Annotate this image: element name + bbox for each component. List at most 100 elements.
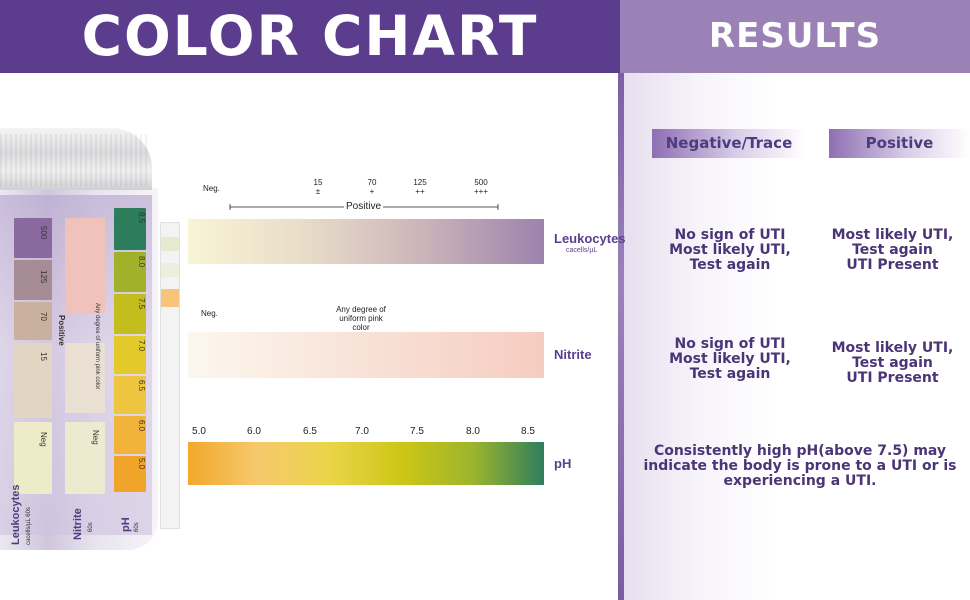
bottle-positive-label: Positive (57, 315, 66, 346)
negative-trace-header-label: Negative/Trace (665, 134, 793, 152)
ph-tick-6-5: 6.5 (303, 426, 317, 437)
bottle-ph-value-50: 5.0 (137, 458, 146, 470)
bottle-leuk-value-500: 500 (39, 226, 48, 240)
bottle-ph-swatch-50 (114, 456, 146, 492)
result-line: Test again (689, 366, 771, 382)
color-chart-header: COLOR CHART (0, 0, 620, 73)
results-title: RESULTS (708, 16, 882, 56)
bottle-leuk-value-neg: Neg (39, 432, 48, 447)
test-strip (160, 222, 180, 529)
ph-result-note: Consistently high pH(above 7.5) may indi… (640, 444, 960, 489)
ph-tick-8-5: 8.5 (521, 426, 535, 437)
bottle-ph-swatch-80 (114, 252, 146, 292)
result-line: UTI Present (846, 370, 939, 386)
ph-label: pH (554, 456, 572, 471)
leukocytes-label: Leukocytes (554, 231, 626, 246)
bottle-leuk-swatch-500 (14, 218, 52, 258)
negative-trace-header: Negative/Trace (652, 129, 806, 158)
bottle-ph-value-85: 8.5 (137, 212, 146, 224)
positive-header: Positive (829, 129, 970, 158)
bottle-leuk-value-70: 70 (39, 312, 48, 321)
bottle-cap (0, 128, 152, 190)
strip-pad-3 (161, 289, 179, 307)
bottle-ph-value-70: 7.0 (137, 340, 146, 352)
result-line: Test again (852, 355, 933, 371)
leuk-tick-500: 500 +++ (466, 178, 496, 196)
leuk-tick-70-sign: + (369, 187, 375, 196)
leuk-tick-500-value: 500 (474, 178, 488, 187)
result-line: Most likely UTI, (831, 227, 954, 243)
bottle-leukocytes-label: Leukocytes (10, 484, 22, 545)
bottle-cap-ridges (0, 134, 150, 186)
bottle-ph-value-75: 7.5 (137, 298, 146, 310)
result-line: Most likely UTI, (831, 340, 954, 356)
leuk-tick-15: 15 ± (303, 178, 333, 196)
bottle-nitrite-swatch-light (65, 343, 105, 413)
bottle-ph-value-65: 6.5 (137, 380, 146, 392)
bottle-pink-note: Any degree of uniform pink color (94, 303, 100, 390)
leukocytes-positive-result: Most likely UTI, Test again UTI Present (815, 228, 970, 273)
result-line: Most likely UTI, (669, 351, 791, 367)
leuk-tick-125: 125 ++ (405, 178, 435, 196)
bottle-nitrite-swatch-pink (65, 218, 105, 313)
leuk-tick-500-sign: +++ (473, 187, 488, 196)
bottle-ph-time: 60s (134, 522, 140, 532)
bottle-nitrite-swatch-neg (65, 422, 105, 494)
bottle-ph-swatch-60 (114, 416, 146, 454)
result-line: experiencing a UTI. (723, 473, 877, 489)
bottle-leuk-swatch-neg (14, 422, 52, 494)
bottle-leuk-value-125: 125 (39, 270, 48, 284)
leuk-tick-15-value: 15 (313, 178, 323, 187)
leuk-tick-70-value: 70 (367, 178, 377, 187)
bottle-ph-value-80: 8.0 (137, 256, 146, 268)
leuk-tick-70: 70 + (357, 178, 387, 196)
ph-tick-7-0: 7.0 (355, 426, 369, 437)
ph-tick-5-0: 5.0 (192, 426, 206, 437)
result-line: indicate the body is prone to a UTI or i… (643, 458, 957, 474)
nitrite-negative-result: No sign of UTI Most likely UTI, Test aga… (640, 337, 820, 382)
leukocytes-unit: cacells/µL (566, 247, 598, 254)
nitrite-neg-label: Neg. (201, 309, 218, 318)
result-line: Consistently high pH(above 7.5) may (653, 443, 947, 459)
bottle-nitrite-neg: Neg (91, 430, 100, 445)
leuk-tick-125-value: 125 (413, 178, 427, 187)
bottle-ph-value-60: 6.0 (137, 420, 146, 432)
bottle-nitrite-time: 60s (88, 522, 94, 532)
bottle-leuk-swatch-70 (14, 302, 52, 340)
strip-pad-1 (161, 237, 179, 251)
strip-pad-2 (161, 263, 179, 277)
bottle-ph-label: pH (120, 517, 132, 532)
nitrite-color-bar (188, 332, 544, 378)
nitrite-pink-note: Any degree of uniform pink color (336, 305, 386, 332)
color-chart-title: COLOR CHART (81, 4, 539, 68)
bottle-leuk-value-15: 15 (39, 352, 48, 361)
leuk-tick-15-sign: ± (315, 187, 321, 196)
ph-tick-7-5: 7.5 (410, 426, 424, 437)
bottle-leuk-swatch-125 (14, 260, 52, 300)
result-line: No sign of UTI (674, 336, 786, 352)
ph-tick-8-0: 8.0 (466, 426, 480, 437)
result-line: Most likely UTI, (669, 242, 791, 258)
vertical-divider (618, 73, 624, 600)
leukocytes-negative-result: No sign of UTI Most likely UTI, Test aga… (640, 228, 820, 273)
leuk-neg-label: Neg. (203, 184, 220, 193)
positive-range-label: Positive (344, 201, 384, 212)
bottle-ph-swatch-75 (114, 294, 146, 334)
result-line: No sign of UTI (674, 227, 786, 243)
ph-color-bar (188, 442, 544, 485)
bottle-leukocytes-unit: cacells/µL 60s (26, 507, 32, 545)
bottle-ph-swatch-85 (114, 208, 146, 250)
leuk-tick-125-sign: ++ (415, 187, 425, 196)
bottle-swatches: 500 125 70 15 Neg Positive Any degree of… (0, 200, 160, 540)
positive-header-label: Positive (865, 134, 934, 152)
result-line: Test again (852, 242, 933, 258)
results-background (624, 73, 970, 600)
bottle-leuk-swatch-15 (14, 343, 52, 418)
leukocytes-color-bar (188, 219, 544, 264)
bottle-ph-swatch-65 (114, 376, 146, 414)
result-line: Test again (689, 257, 771, 273)
ph-tick-6-0: 6.0 (247, 426, 261, 437)
result-line: UTI Present (846, 257, 939, 273)
nitrite-label: Nitrite (554, 347, 592, 362)
results-header: RESULTS (620, 0, 970, 73)
